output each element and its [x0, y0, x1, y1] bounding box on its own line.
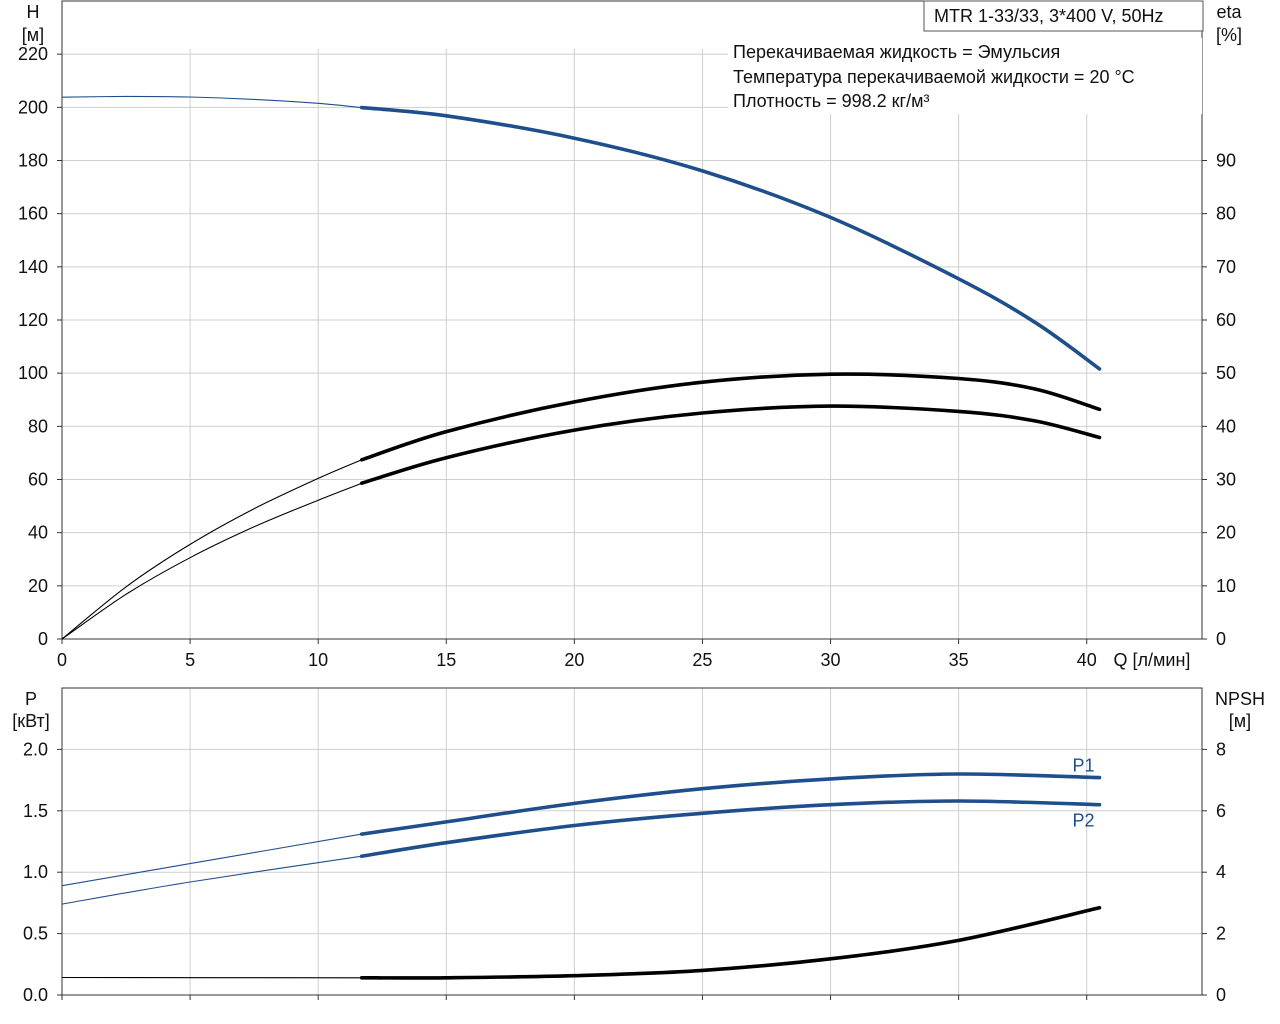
top-left-tick-label-9: 180	[18, 151, 48, 171]
top-left-tick-label-8: 160	[18, 204, 48, 224]
info-line-liquid: Перекачиваемая жидкость = Эмульсия	[733, 42, 1060, 62]
info-line-density: Плотность = 998.2 кг/м³	[733, 91, 929, 111]
bottom-p2-line-extrapolated	[61, 855, 362, 905]
top-x-tick-label-7: 35	[949, 650, 969, 670]
model-box-text: MTR 1-33/33, 3*400 V, 50Hz	[934, 6, 1163, 26]
bottom-right-tick-label-3: 6	[1216, 801, 1226, 821]
top-x-tick-label-4: 20	[564, 650, 584, 670]
bottom-right-axis-unit: [м]	[1229, 711, 1251, 731]
top-right-tick-label-8: 80	[1216, 204, 1236, 224]
top-series-2-line	[359, 404, 1102, 485]
power-npsh-chart: 0.0 0.5 1.0 1.5 2.0 0 2 4 6 8 P[кВт] NPSH[м] P1 P2	[12, 687, 1265, 1005]
info-panel: Перекачиваемая жидкость = Эмульсия Темпе…	[728, 38, 1202, 114]
bottom-left-tick-label-3: 1.5	[23, 801, 48, 821]
top-x-tick-label-8: 40	[1077, 650, 1097, 670]
model-box: MTR 1-33/33, 3*400 V, 50Hz	[923, 0, 1204, 32]
top-x-tick-label-6: 30	[821, 650, 841, 670]
top-grid	[62, 49, 1202, 639]
top-left-tick-label-11: 220	[18, 44, 48, 64]
top-left-tick-label-5: 100	[18, 363, 48, 383]
bottom-right-tick-label-4: 8	[1216, 739, 1226, 759]
top-left-tick-label-10: 200	[18, 97, 48, 117]
top-x-tick-label-3: 15	[436, 650, 456, 670]
top-right-tick-label-0: 0	[1216, 629, 1226, 649]
info-line-temperature: Температура перекачиваемой жидкости = 20…	[733, 67, 1135, 87]
bottom-left-axis-symbol: P	[25, 689, 37, 709]
top-left-tick-label-3: 60	[28, 470, 48, 490]
bottom-left-tick-label-4: 2.0	[23, 739, 48, 759]
top-x-tick-label-0: 0	[57, 650, 67, 670]
top-x-tick-label-2: 10	[308, 650, 328, 670]
top-right-tick-label-3: 30	[1216, 470, 1236, 490]
top-series-0-line	[359, 105, 1102, 371]
top-series-2-line-extrapolated	[61, 482, 362, 640]
top-right-tick-label-4: 40	[1216, 416, 1236, 436]
bottom-plot-frame	[61, 687, 1203, 996]
top-left-axis-unit: [м]	[22, 25, 44, 45]
top-left-axis-symbol: H	[27, 2, 40, 22]
bottom-left-tick-label-0: 0.0	[23, 985, 48, 1005]
bottom-right-axis-symbol: NPSH	[1215, 689, 1265, 709]
bottom-p2-label: P2	[1073, 811, 1095, 831]
top-x-tick-label-5: 25	[692, 650, 712, 670]
top-series-1-line	[359, 372, 1102, 462]
bottom-p1-label: P1	[1073, 756, 1095, 776]
bottom-p2-line	[359, 799, 1102, 858]
top-right-tick-label-2: 20	[1216, 523, 1236, 543]
top-right-tick-label-7: 70	[1216, 257, 1236, 277]
top-left-tick-label-1: 20	[28, 576, 48, 596]
top-left-tick-label-4: 80	[28, 416, 48, 436]
bottom-series-2-line	[359, 906, 1102, 980]
top-right-axis-unit: [%]	[1216, 25, 1242, 45]
top-right-tick-label-5: 50	[1216, 363, 1236, 383]
top-x-axis-label: Q [л/мин]	[1114, 650, 1191, 670]
bottom-left-tick-label-2: 1.0	[23, 862, 48, 882]
top-left-tick-label-6: 120	[18, 310, 48, 330]
bottom-p1-line	[359, 772, 1102, 836]
top-left-tick-label-7: 140	[18, 257, 48, 277]
bottom-right-tick-label-1: 2	[1216, 924, 1226, 944]
bottom-right-tick-label-0: 0	[1216, 985, 1226, 1005]
top-series-1-line-extrapolated	[61, 459, 362, 640]
head-efficiency-chart: 0204060801001201401601802002200102030405…	[18, 0, 1242, 670]
top-right-tick-label-1: 10	[1216, 576, 1236, 596]
bottom-left-axis-unit: [кВт]	[12, 711, 50, 731]
top-left-tick-label-0: 0	[38, 629, 48, 649]
top-x-tick-label-1: 5	[185, 650, 195, 670]
top-series-0-line-extrapolated	[61, 95, 362, 109]
bottom-right-tick-label-2: 4	[1216, 862, 1226, 882]
top-right-tick-label-9: 90	[1216, 151, 1236, 171]
top-right-axis-symbol: eta	[1216, 2, 1242, 22]
bottom-grid	[62, 688, 1202, 995]
top-left-tick-label-2: 40	[28, 523, 48, 543]
top-right-tick-label-6: 60	[1216, 310, 1236, 330]
bottom-left-tick-label-1: 0.5	[23, 924, 48, 944]
bottom-p1-line-extrapolated	[61, 833, 362, 887]
